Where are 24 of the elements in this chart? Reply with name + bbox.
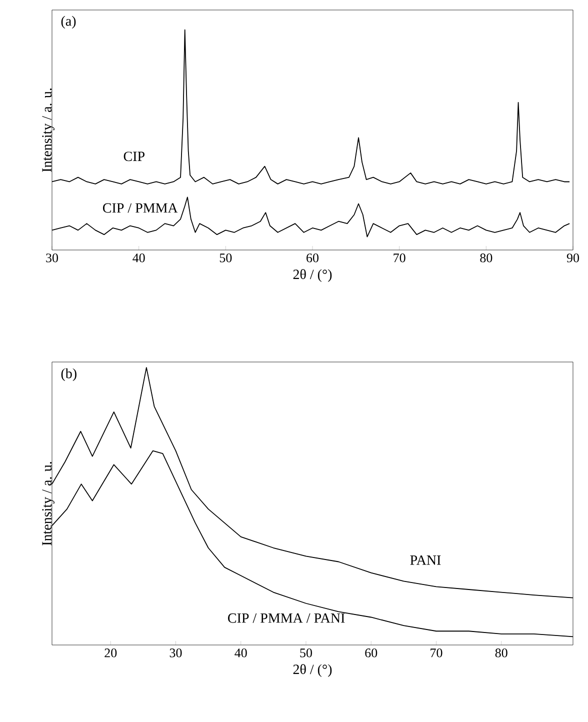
- x-tick-label: 60: [306, 254, 319, 262]
- x-axis-title: 2θ / (°): [293, 269, 332, 282]
- x-tick-label: 90: [566, 254, 579, 262]
- series-label: CIP: [124, 152, 144, 162]
- y-axis-title: Intensity / a. u.: [42, 88, 54, 172]
- chart-title: (a): [61, 16, 76, 29]
- x-axis-title: 2θ / (°): [293, 664, 332, 677]
- y-axis-title: Intensity / a. u.: [42, 462, 54, 546]
- x-tick-label: 80: [480, 254, 492, 262]
- chart-title: (b): [61, 368, 76, 382]
- x-tick-label: 40: [132, 254, 145, 262]
- x-tick-label: 60: [365, 648, 378, 658]
- x-tick-label: 30: [46, 254, 58, 262]
- x-tick-label: 50: [220, 254, 232, 262]
- x-tick-label: 40: [234, 648, 247, 658]
- series-label: CIP / PMMA: [103, 203, 178, 213]
- series-label: CIP / PMMA / PANI: [228, 613, 345, 623]
- x-tick-label: 80: [495, 648, 508, 658]
- x-tick-label: 70: [430, 648, 442, 658]
- x-tick-label: 50: [300, 648, 312, 658]
- series-label: PANI: [410, 555, 441, 565]
- x-tick-label: 70: [394, 254, 406, 262]
- x-tick-label: 30: [170, 648, 182, 658]
- x-tick-label: 20: [104, 648, 117, 658]
